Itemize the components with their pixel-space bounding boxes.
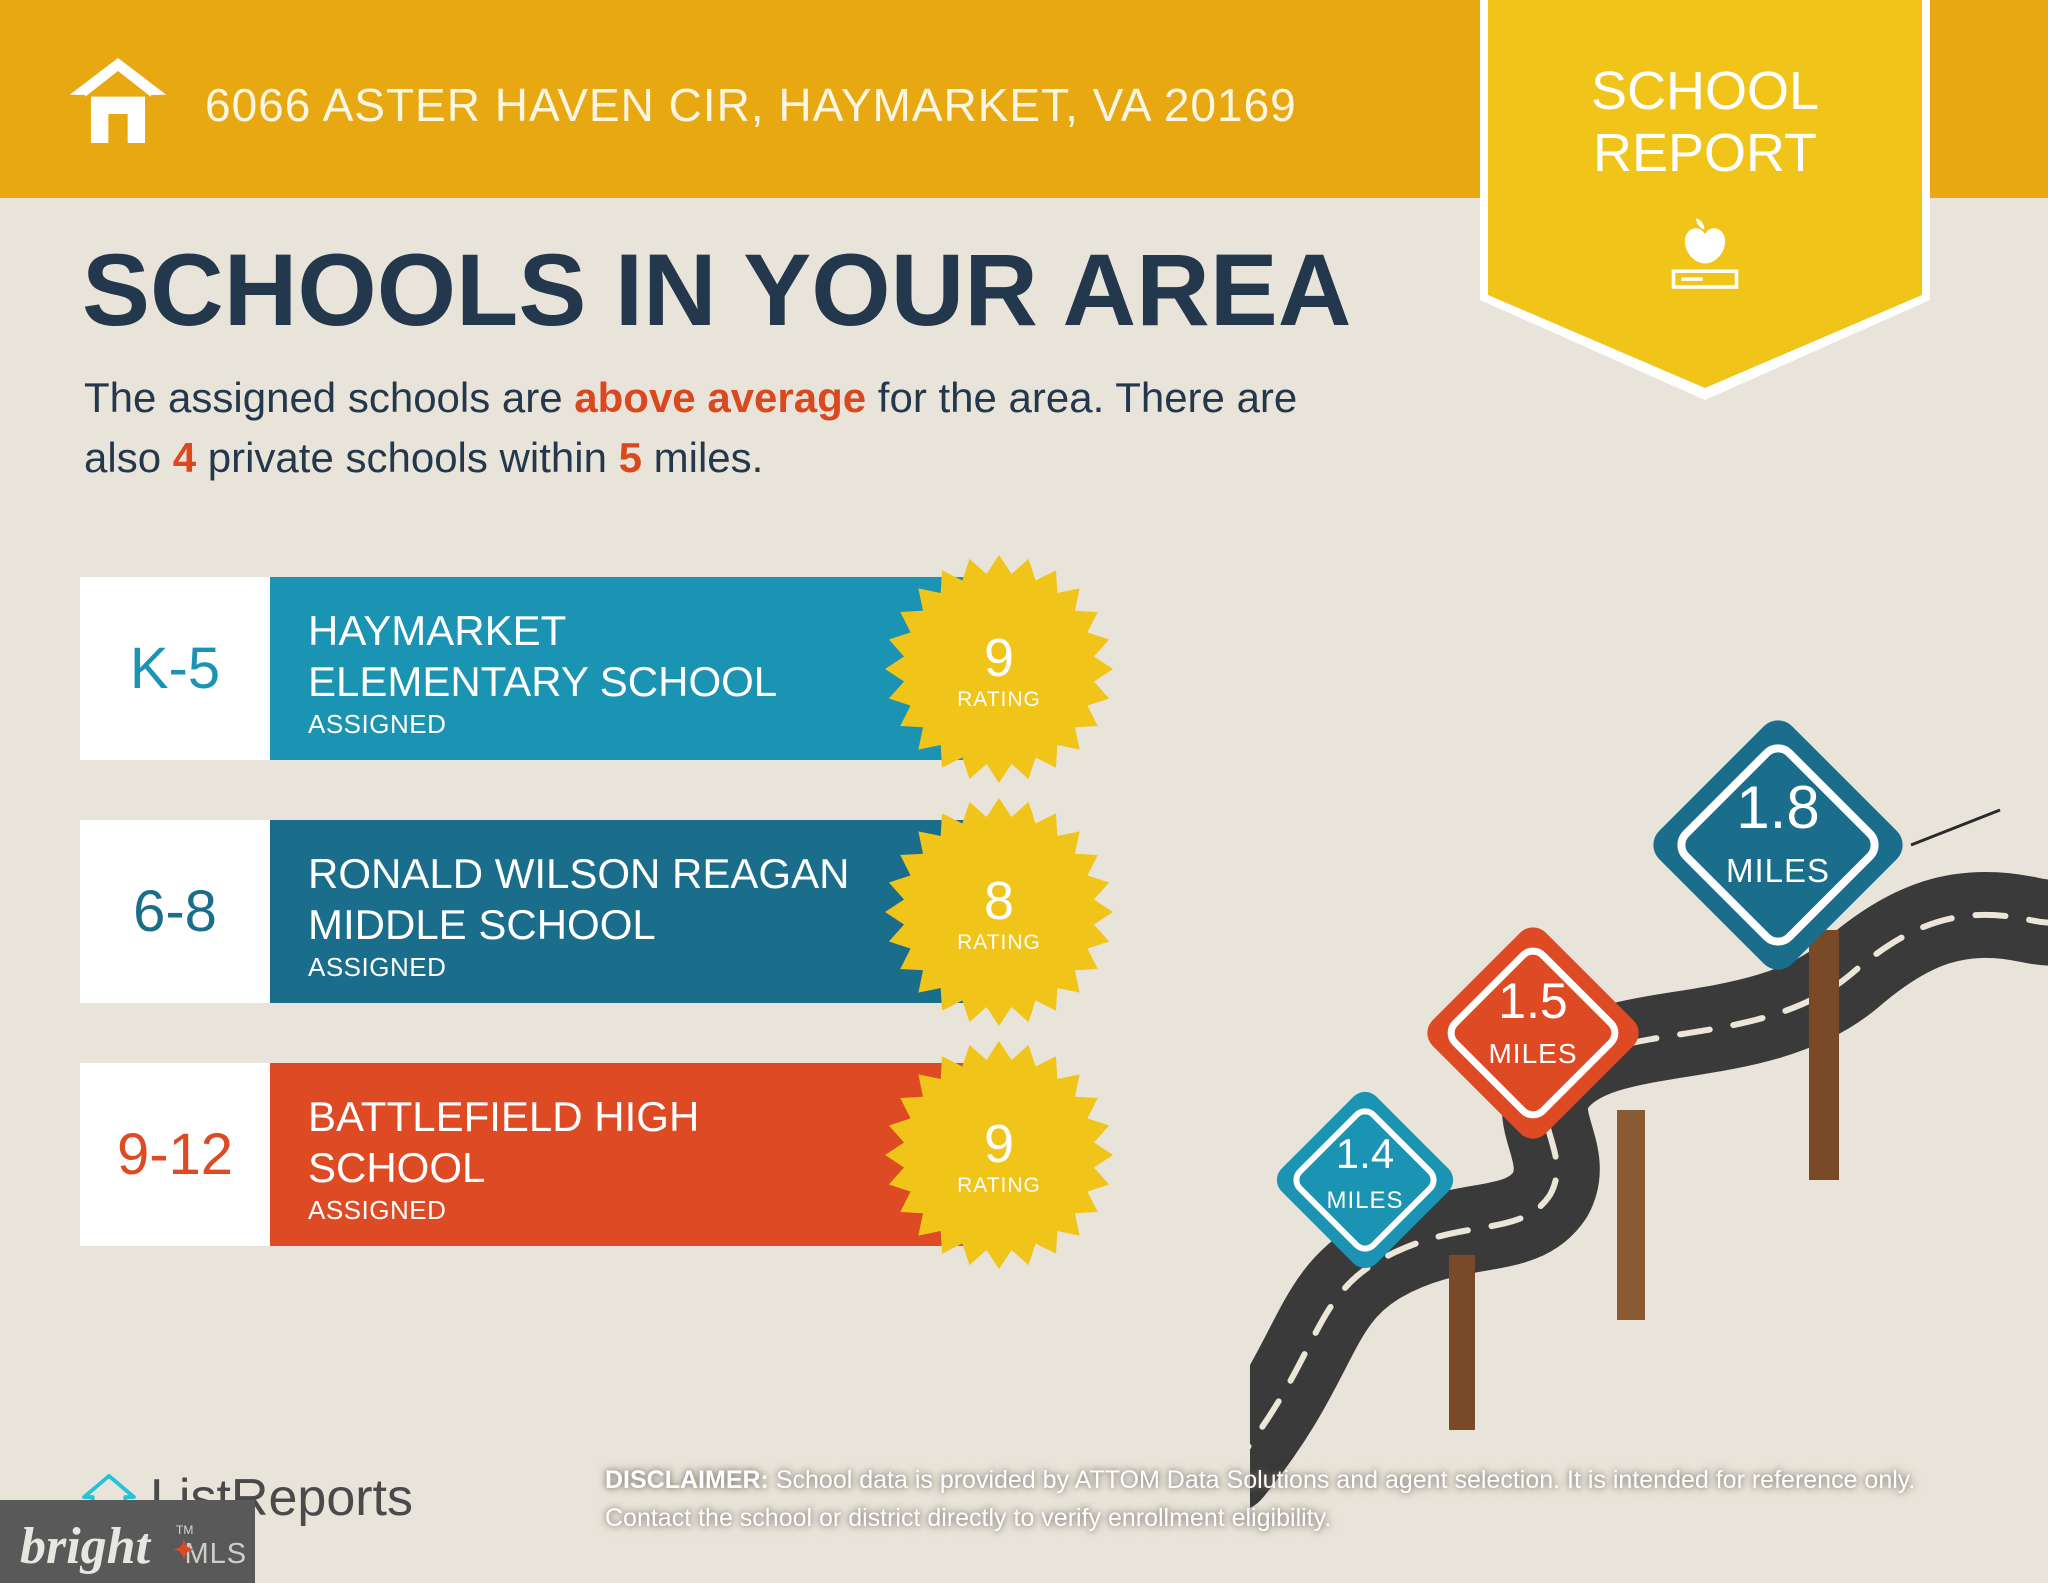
svg-text:1.8: 1.8 [1736,774,1819,841]
svg-text:1.4: 1.4 [1336,1130,1394,1177]
svg-text:MILES: MILES [1488,1038,1577,1069]
svg-text:1.5: 1.5 [1498,973,1568,1029]
svg-text:MILES: MILES [1326,1187,1403,1214]
svg-text:MILES: MILES [1726,852,1830,889]
